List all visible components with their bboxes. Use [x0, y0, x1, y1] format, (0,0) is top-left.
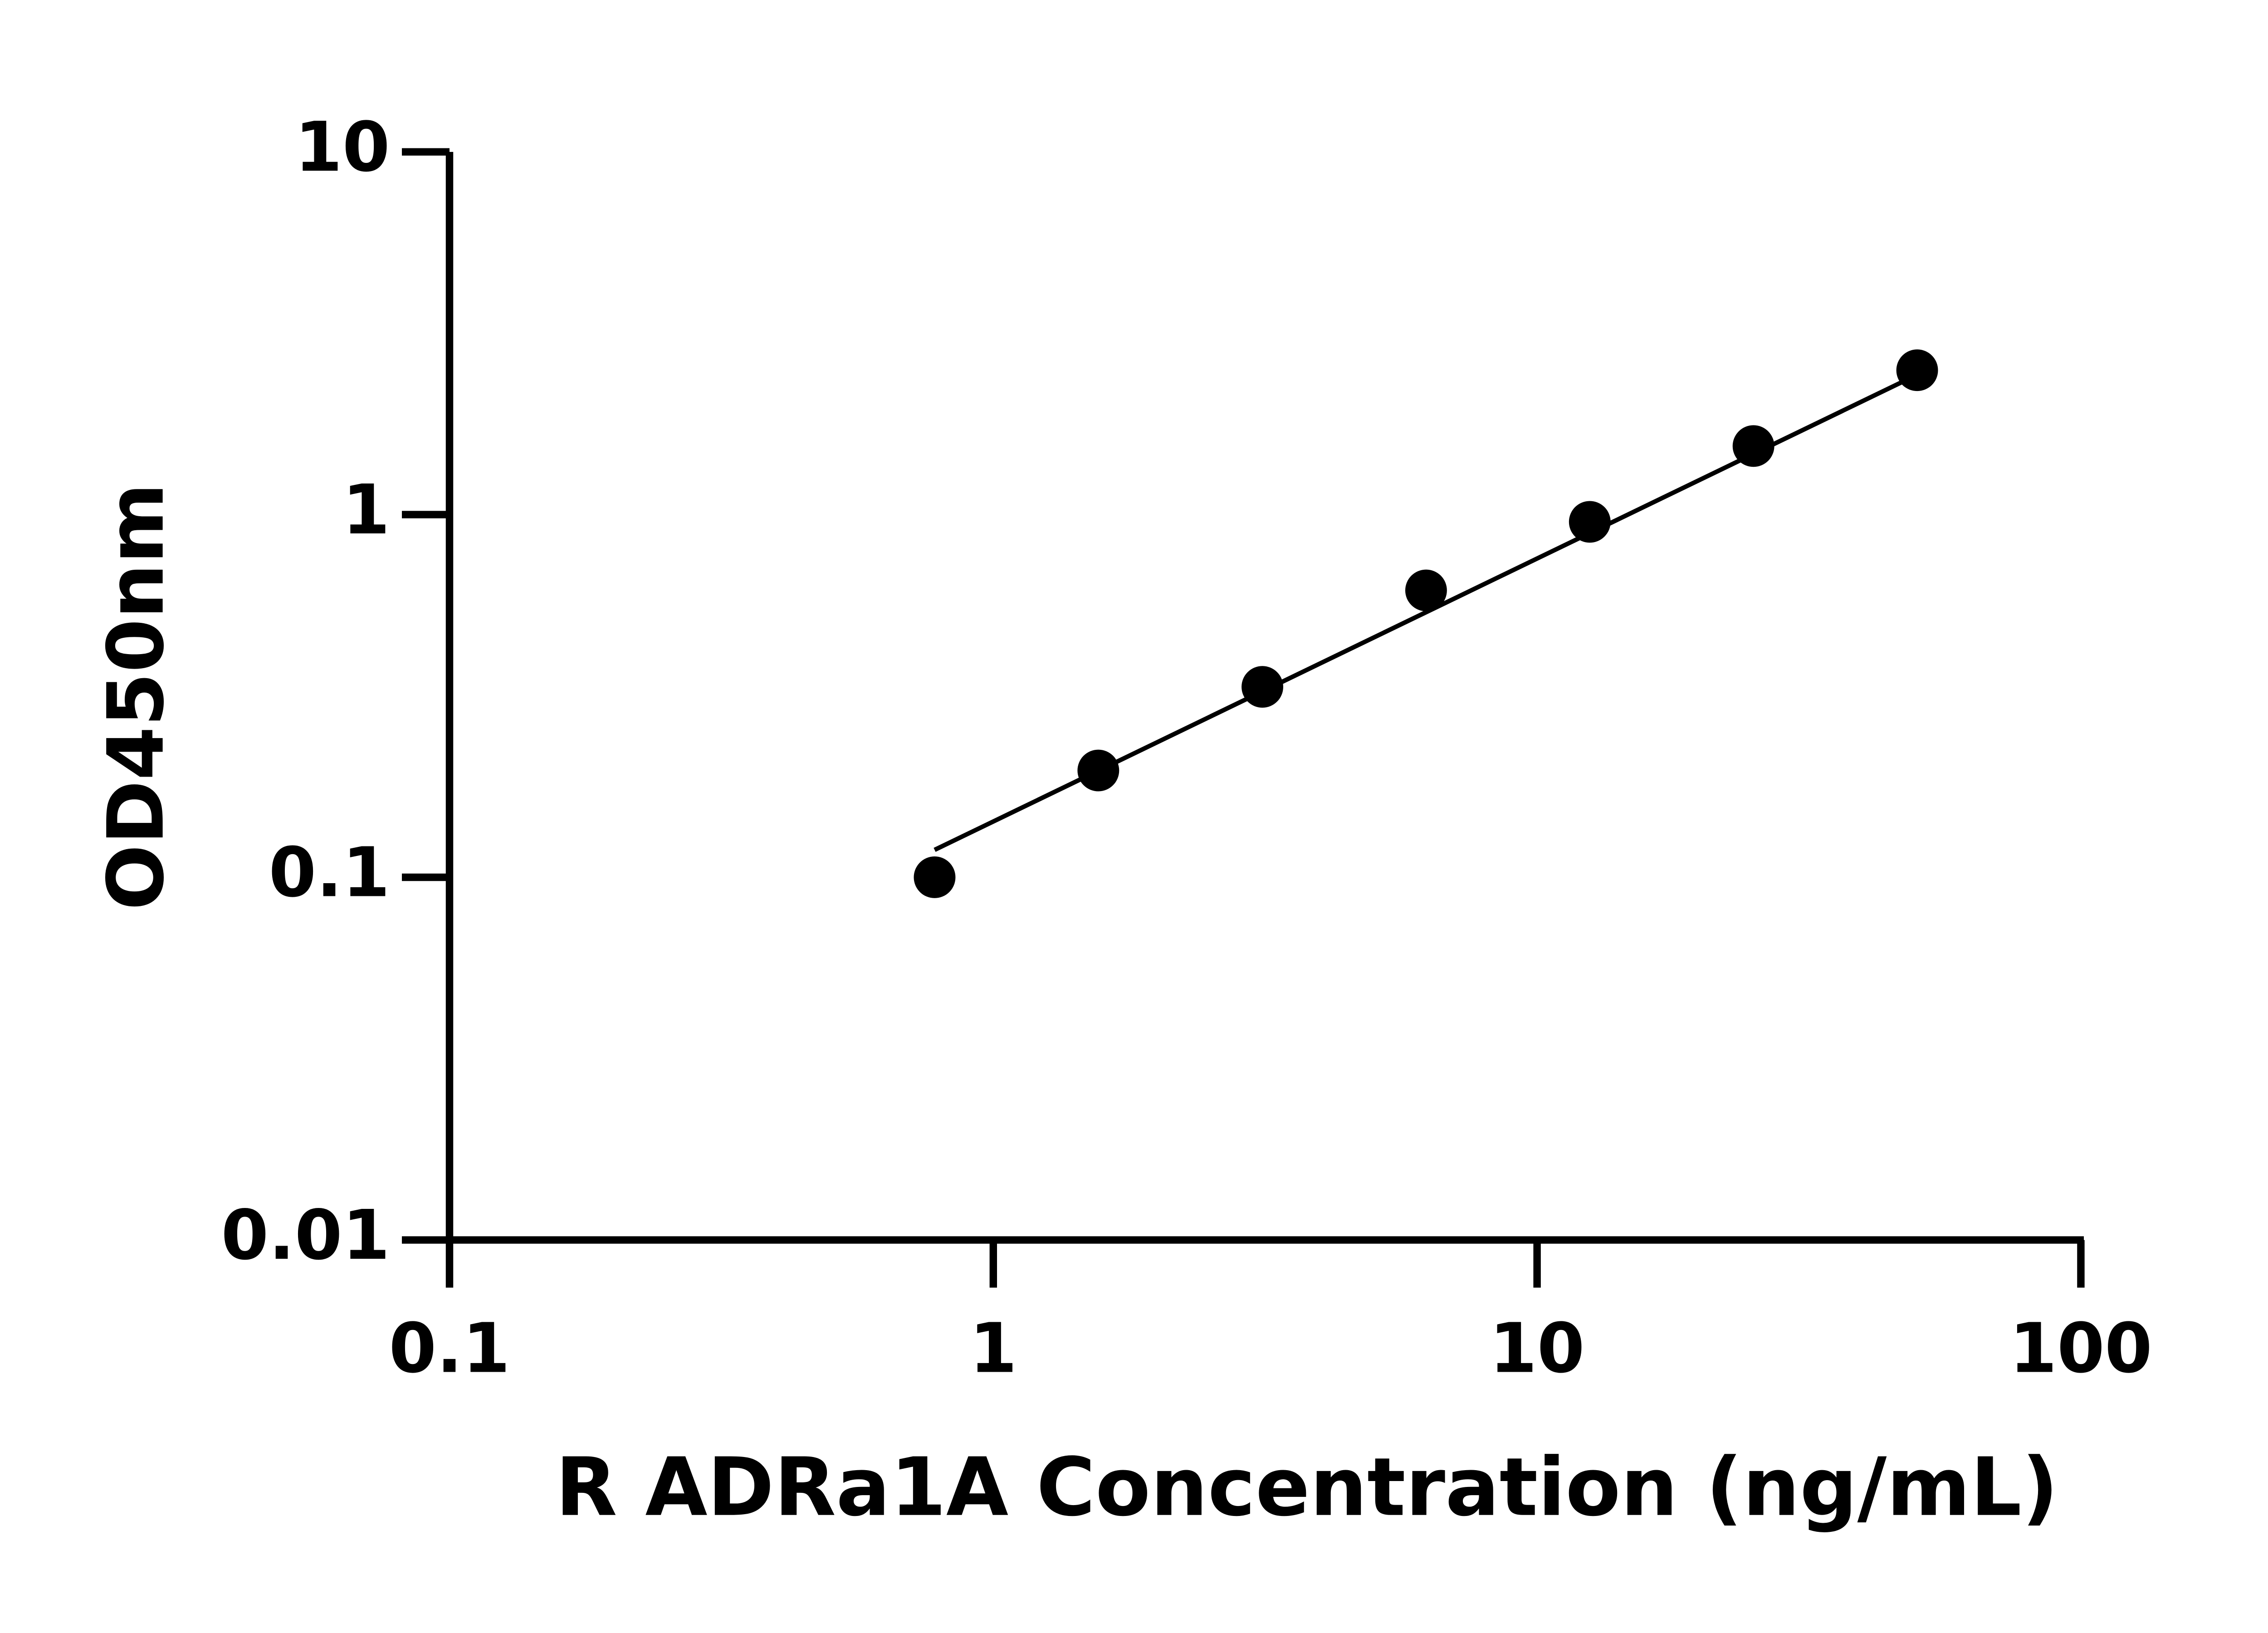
- x-tick-label: 100: [2009, 1308, 2152, 1388]
- point: [1077, 749, 1119, 792]
- y-tick-label: 10: [295, 107, 390, 187]
- y-tick-label: 0.01: [221, 1195, 390, 1275]
- x-tick-label: 1: [969, 1308, 1017, 1388]
- point: [1896, 349, 1938, 391]
- point: [1569, 501, 1611, 543]
- x-axis-label: R ADRa1A Concentration (ng/mL): [555, 1441, 2058, 1534]
- x-tick-label: 10: [1490, 1308, 1585, 1388]
- point: [1405, 569, 1447, 611]
- point: [914, 856, 956, 898]
- point: [1242, 666, 1283, 708]
- x-tick-label: 0.1: [389, 1308, 510, 1388]
- point: [1732, 425, 1774, 467]
- y-axis-label: OD450nm: [92, 483, 181, 910]
- y-tick-label: 0.1: [269, 832, 390, 912]
- y-tick-label: 1: [342, 470, 390, 550]
